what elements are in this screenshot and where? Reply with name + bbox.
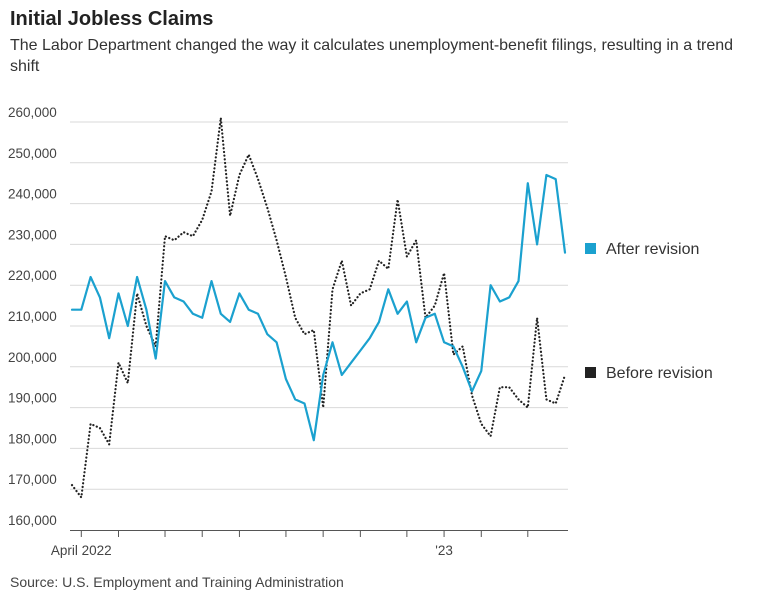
y-tick-label: 220,000 <box>8 268 57 283</box>
chart-source: Source: U.S. Employment and Training Adm… <box>10 574 344 590</box>
y-tick-label: 210,000 <box>8 309 57 324</box>
legend-swatch-before <box>585 367 596 378</box>
series-line-before-revision <box>70 116 567 499</box>
y-axis: 260,000 250,000 240,000 230,000 220,000 210,0… <box>8 105 57 528</box>
series-line-after-revision <box>70 173 567 442</box>
y-tick-label: 180,000 <box>8 431 57 446</box>
x-tick-label: '23 <box>435 543 453 558</box>
y-tick-label: 200,000 <box>8 350 57 365</box>
series-lines <box>70 116 567 499</box>
y-tick-label: 230,000 <box>8 227 57 242</box>
x-axis: April 2022 '23 <box>51 530 529 558</box>
y-tick-label: 250,000 <box>8 146 57 161</box>
y-tick-label: 160,000 <box>8 513 57 528</box>
legend-label-before: Before revision <box>606 365 713 382</box>
y-tick-label: 170,000 <box>8 472 57 487</box>
y-tick-label: 260,000 <box>8 105 57 120</box>
legend: After revision Before revision <box>585 241 713 382</box>
legend-swatch-after <box>585 243 596 254</box>
y-tick-label: 240,000 <box>8 187 57 202</box>
legend-label-after: After revision <box>606 241 699 258</box>
chart-subtitle: The Labor Department changed the way it … <box>10 37 734 75</box>
x-tick-label: April 2022 <box>51 543 112 558</box>
y-tick-label: 190,000 <box>8 391 57 406</box>
chart-title: Initial Jobless Claims <box>10 8 214 30</box>
